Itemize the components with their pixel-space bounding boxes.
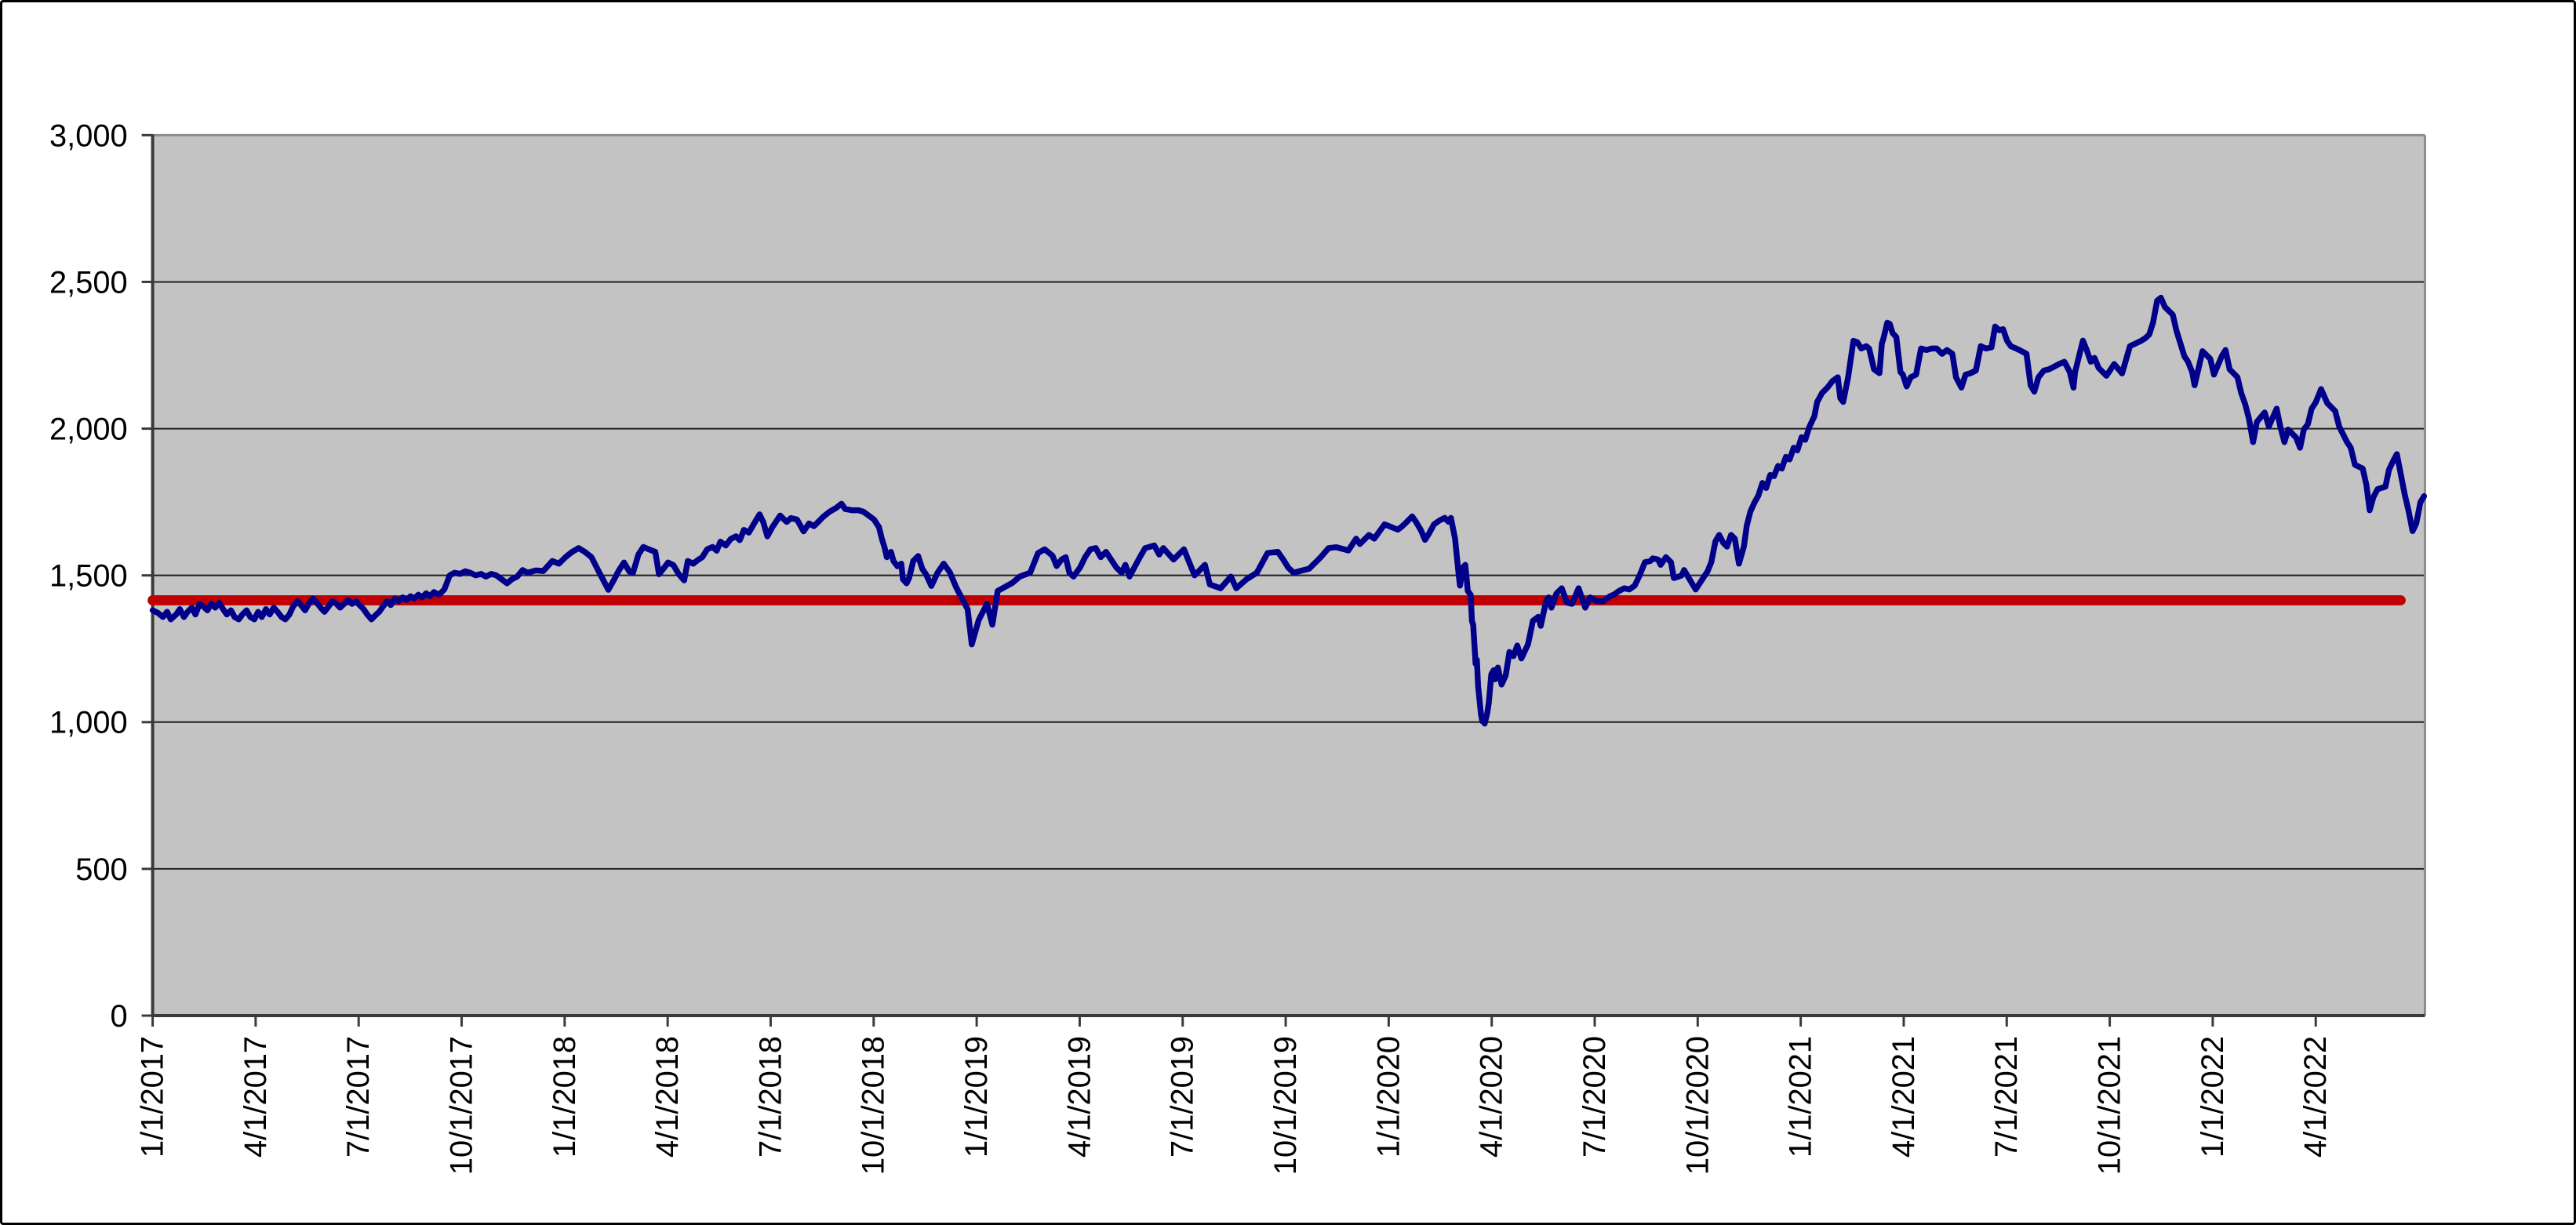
y-axis-label: 2,000 bbox=[49, 413, 128, 447]
x-axis-label: 10/1/2017 bbox=[444, 1036, 478, 1175]
x-axis-label: 1/1/2019 bbox=[959, 1036, 994, 1158]
y-axis-label: 1,000 bbox=[49, 706, 128, 740]
x-axis-label: 7/1/2018 bbox=[753, 1036, 788, 1158]
x-axis-label: 1/1/2017 bbox=[136, 1036, 170, 1158]
x-axis-label: 4/1/2017 bbox=[238, 1036, 273, 1158]
x-axis-label: 1/1/2021 bbox=[1784, 1036, 1818, 1158]
y-axis-label: 1,500 bbox=[49, 559, 128, 594]
x-axis-label: 4/1/2020 bbox=[1475, 1036, 1509, 1158]
y-axis-label: 500 bbox=[75, 852, 127, 887]
x-axis-label: 4/1/2018 bbox=[650, 1036, 685, 1158]
x-axis-label: 4/1/2021 bbox=[1887, 1036, 1921, 1158]
x-axis-label: 7/1/2017 bbox=[341, 1036, 376, 1158]
x-axis-label: 4/1/2019 bbox=[1062, 1036, 1097, 1158]
y-axis-label: 2,500 bbox=[49, 265, 128, 300]
x-axis-label: 10/1/2020 bbox=[1680, 1036, 1715, 1175]
y-axis-label: 0 bbox=[111, 999, 128, 1034]
x-axis-label: 10/1/2018 bbox=[857, 1036, 891, 1175]
x-axis-label: 1/1/2022 bbox=[2196, 1036, 2230, 1158]
x-axis-label: 7/1/2021 bbox=[1989, 1036, 2024, 1158]
x-axis-label: 7/1/2020 bbox=[1577, 1036, 1612, 1158]
series-line-main bbox=[149, 294, 2428, 727]
x-axis-label: 1/1/2018 bbox=[548, 1036, 582, 1158]
y-axis-label: 3,000 bbox=[49, 118, 128, 153]
x-axis-label: 7/1/2019 bbox=[1166, 1036, 1200, 1158]
x-axis-label: 4/1/2022 bbox=[2298, 1036, 2333, 1158]
x-axis-label: 10/1/2021 bbox=[2093, 1036, 2127, 1175]
x-axis-label: 10/1/2019 bbox=[1268, 1036, 1303, 1175]
x-axis-label: 1/1/2020 bbox=[1371, 1036, 1406, 1158]
